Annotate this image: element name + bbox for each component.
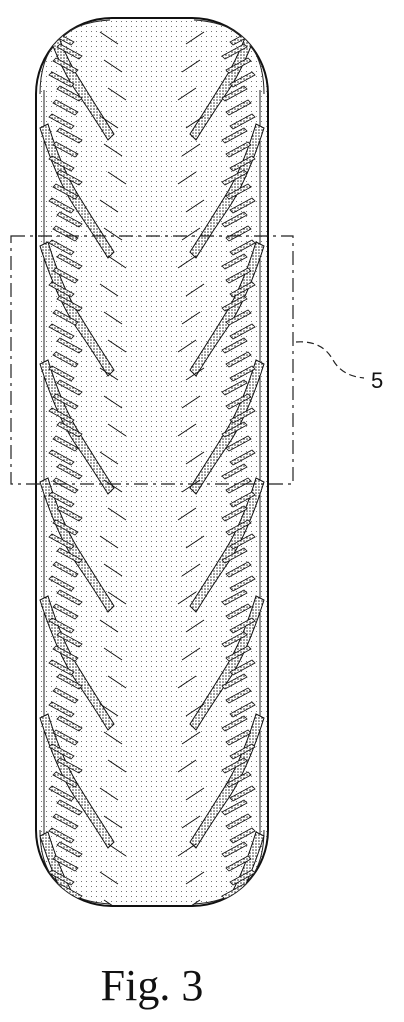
figure-caption: Fig. 3: [101, 961, 204, 1010]
tread-sipe: [226, 898, 251, 913]
leader-line: [296, 342, 364, 378]
tread-sipe: [53, 898, 78, 913]
reference-numeral: 5: [371, 368, 383, 393]
tire-drawing: [36, 6, 268, 966]
